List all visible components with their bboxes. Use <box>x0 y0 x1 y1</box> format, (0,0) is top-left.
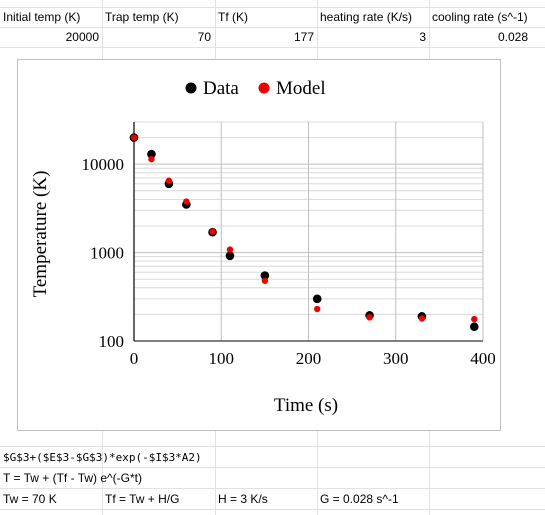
model-point <box>130 134 138 141</box>
cell-heating-rate-value[interactable]: 3 <box>419 30 426 44</box>
y-tick-label: 10000 <box>82 155 125 174</box>
legend-label-data: Data <box>203 78 239 99</box>
temperature-chart: 0 100 200 300 400 100 1000 10000 Data Model Time… <box>30 78 496 416</box>
x-tick-label: 0 <box>130 349 139 368</box>
legend-label-model: Model <box>276 78 326 99</box>
model-point <box>471 315 478 323</box>
cell-g-def[interactable]: G = 0.028 s^-1 <box>320 492 399 506</box>
cell-tf-label[interactable]: Tf (K) <box>218 10 248 24</box>
y-tick-label: 100 <box>99 332 125 351</box>
model-point <box>183 198 190 205</box>
model-point <box>148 155 155 163</box>
model-point <box>314 305 321 313</box>
cell-trap-temp-value[interactable]: 70 <box>197 30 211 44</box>
cell-tw[interactable]: Tw = 70 K <box>3 492 57 506</box>
cell-initial-temp-label[interactable]: Initial temp (K) <box>3 10 81 24</box>
model-point <box>209 228 216 235</box>
cell-cooling-rate-label[interactable]: cooling rate (s^-1) <box>432 10 528 24</box>
x-tick-label: 400 <box>470 349 496 368</box>
data-point <box>312 294 322 304</box>
cell-tf-value[interactable]: 177 <box>293 30 314 44</box>
model-point <box>226 246 234 253</box>
x-axis-label: Time (s) <box>274 395 338 416</box>
cell-trap-temp-label[interactable]: Trap temp (K) <box>105 10 179 24</box>
legend-marker-model <box>258 82 270 94</box>
y-axis-label: Temperature (K) <box>30 171 51 298</box>
x-tick-label: 100 <box>209 349 235 368</box>
y-tick-label: 1000 <box>90 244 124 263</box>
model-point <box>165 177 173 184</box>
cell-equation[interactable]: T = Tw + (Tf - Tw) e^(-G*t) <box>3 471 142 485</box>
data-point <box>469 322 479 332</box>
cell-initial-temp-value[interactable]: 20000 <box>65 30 99 44</box>
cell-cooling-rate-value[interactable]: 0.028 <box>497 30 528 44</box>
legend-marker-data <box>185 82 197 94</box>
chart-container[interactable]: 0 100 200 300 400 100 1000 10000 Data Model Time… <box>17 59 501 431</box>
x-tick-label: 300 <box>383 349 409 368</box>
model-point <box>261 277 269 284</box>
data-point <box>225 251 235 261</box>
x-tick-label: 200 <box>296 349 322 368</box>
cell-heating-rate-label[interactable]: heating rate (K/s) <box>320 10 413 24</box>
data-point <box>147 149 156 159</box>
data-point <box>260 271 270 280</box>
cell-h-def[interactable]: H = 3 K/s <box>218 492 268 506</box>
model-point <box>418 315 426 322</box>
model-point <box>366 314 373 321</box>
cell-tf-def[interactable]: Tf = Tw + H/G <box>105 492 180 506</box>
cell-formula[interactable]: $G$3+($E$3-$G$3)*exp(-$I$3*A2) <box>3 451 202 464</box>
